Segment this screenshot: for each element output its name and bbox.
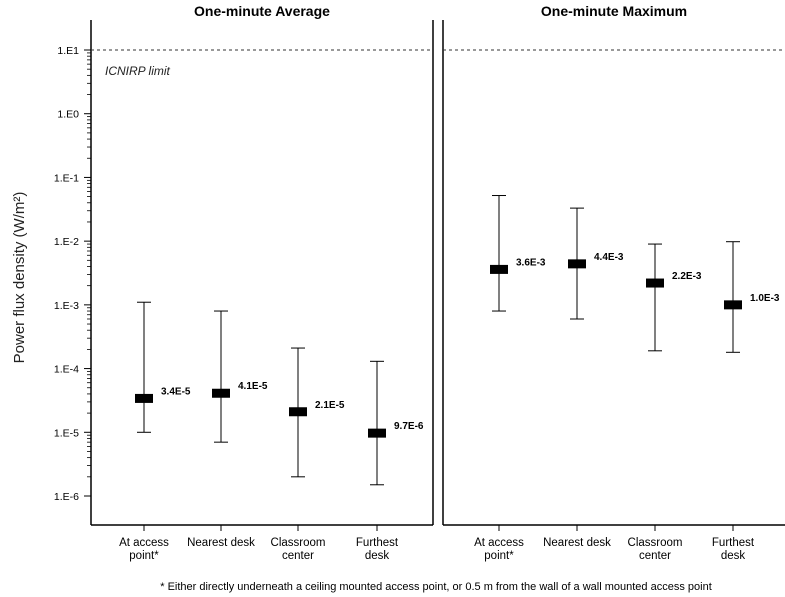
x-tick-label: desk [721, 550, 746, 562]
data-label: 2.2E-3 [672, 271, 702, 282]
x-tick-label: center [282, 550, 314, 562]
data-label: 3.4E-5 [161, 386, 191, 397]
data-label: 4.4E-3 [594, 252, 624, 263]
x-tick-label: Nearest desk [543, 537, 611, 549]
x-tick-label: At access [474, 537, 524, 549]
data-label: 9.7E-6 [394, 421, 424, 432]
data-point-marker [568, 259, 586, 269]
data-label: 1.0E-3 [750, 293, 780, 304]
y-tick-label: 1.E1 [57, 45, 79, 57]
y-tick-label: 1.E-2 [54, 236, 79, 248]
y-tick-label: 1.E-1 [54, 172, 79, 184]
x-tick-label: desk [365, 550, 390, 562]
x-tick-label: center [639, 550, 671, 562]
footnote: * Either directly underneath a ceiling m… [160, 581, 712, 593]
x-tick-label: Furthest [712, 537, 755, 549]
y-tick-label: 1.E0 [57, 109, 79, 121]
data-point-marker [724, 300, 742, 310]
data-label: 3.6E-3 [516, 257, 546, 268]
x-tick-label: point* [484, 550, 514, 562]
y-tick-label: 1.E-5 [54, 427, 79, 439]
y-tick-label: 1.E-3 [54, 300, 79, 312]
data-point-marker [135, 393, 153, 403]
y-tick-label: 1.E-4 [54, 364, 79, 376]
x-tick-label: At access [119, 537, 169, 549]
data-point-marker [368, 428, 386, 438]
data-point-marker [212, 388, 230, 398]
x-tick-label: Classroom [271, 537, 326, 549]
data-point-marker [646, 278, 664, 288]
panel-title: One-minute Average [194, 3, 330, 19]
reference-line-label: ICNIRP limit [105, 64, 171, 78]
x-tick-label: Furthest [356, 537, 399, 549]
data-point-marker [490, 264, 508, 274]
x-tick-label: Nearest desk [187, 537, 255, 549]
y-tick-label: 1.E-6 [54, 491, 79, 503]
x-tick-label: Classroom [628, 537, 683, 549]
y-axis-label: Power flux density (W/m²) [11, 192, 28, 364]
panel-title: One-minute Maximum [541, 3, 687, 19]
data-label: 2.1E-5 [315, 400, 345, 411]
data-point-marker [289, 407, 307, 417]
data-label: 4.1E-5 [238, 381, 268, 392]
x-tick-label: point* [129, 550, 159, 562]
